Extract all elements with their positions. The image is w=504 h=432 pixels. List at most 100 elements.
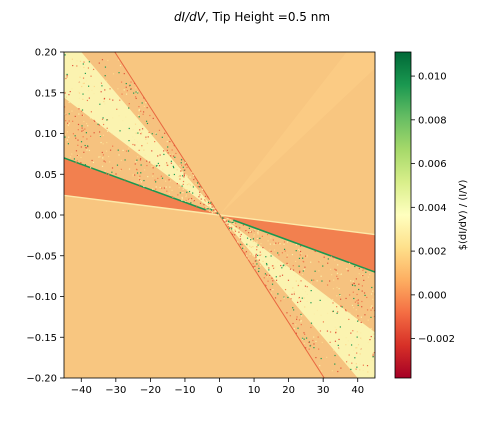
speckle-dot <box>364 295 365 296</box>
speckle-dot <box>101 85 102 86</box>
speckle-dot <box>134 174 135 175</box>
speckle-dot <box>146 165 147 166</box>
speckle-dot <box>359 369 360 370</box>
speckle-dot <box>151 166 152 167</box>
speckle-dot <box>136 169 137 170</box>
speckle-dot <box>257 245 258 246</box>
speckle-dot <box>67 54 68 55</box>
speckle-dot <box>307 294 308 295</box>
speckle-dot <box>150 136 151 137</box>
speckle-dot <box>104 103 105 104</box>
speckle-dot <box>153 173 154 174</box>
speckle-dot <box>103 101 104 102</box>
speckle-dot <box>141 124 142 125</box>
speckle-dot <box>298 283 299 284</box>
speckle-dot <box>237 241 238 242</box>
speckle-dot <box>231 228 232 229</box>
speckle-dot <box>337 273 338 274</box>
speckle-dot <box>283 244 284 245</box>
speckle-dot <box>99 124 100 125</box>
speckle-dot <box>121 94 122 95</box>
speckle-dot <box>186 167 187 168</box>
x-axis: −40 −30 −20 −10 0 10 20 30 40 <box>71 378 364 396</box>
speckle-dot <box>86 123 87 124</box>
speckle-dot <box>345 344 346 345</box>
speckle-dot <box>140 159 141 160</box>
speckle-dot <box>163 150 164 151</box>
speckle-dot <box>300 280 301 281</box>
speckle-dot <box>87 100 88 101</box>
speckle-dot <box>352 305 353 306</box>
colorbar-tick-label: 0.008 <box>418 115 447 126</box>
speckle-dot <box>86 147 87 148</box>
speckle-dot <box>233 223 234 224</box>
speckle-dot <box>262 236 263 237</box>
speckle-dot <box>169 186 170 187</box>
speckle-dot <box>299 258 300 259</box>
speckle-dot <box>298 249 299 250</box>
speckle-dot <box>109 161 110 162</box>
speckle-dot <box>327 263 328 264</box>
speckle-dot <box>260 246 261 247</box>
speckle-dot <box>356 300 357 301</box>
speckle-dot <box>283 265 284 266</box>
speckle-dot <box>78 155 79 156</box>
speckle-dot <box>292 307 293 308</box>
speckle-dot <box>70 91 71 92</box>
speckle-dot <box>145 139 146 140</box>
colorbar <box>395 52 411 378</box>
speckle-dot <box>313 343 314 344</box>
speckle-dot <box>81 141 82 142</box>
speckle-dot <box>289 294 290 295</box>
speckle-dot <box>164 164 165 165</box>
speckle-dot <box>103 135 104 136</box>
speckle-dot <box>348 319 349 320</box>
speckle-dot <box>85 145 86 146</box>
speckle-dot <box>124 73 125 74</box>
y-tick-label: −0.20 <box>26 374 57 385</box>
speckle-dot <box>271 278 272 279</box>
speckle-dot <box>257 232 258 233</box>
speckle-dot <box>118 150 119 151</box>
speckle-dot <box>143 111 144 112</box>
speckle-dot <box>246 255 247 256</box>
speckle-dot <box>167 146 168 147</box>
speckle-dot <box>265 273 266 274</box>
speckle-dot <box>182 175 183 176</box>
speckle-dot <box>140 158 141 159</box>
speckle-dot <box>117 88 118 89</box>
speckle-dot <box>257 238 258 239</box>
speckle-dot <box>307 255 308 256</box>
speckle-dot <box>241 244 242 245</box>
speckle-dot <box>295 324 296 325</box>
speckle-dot <box>318 348 319 349</box>
speckle-dot <box>258 265 259 266</box>
speckle-dot <box>232 234 233 235</box>
speckle-dot <box>89 150 90 151</box>
speckle-dot <box>276 280 277 281</box>
speckle-dot <box>107 60 108 61</box>
speckle-dot <box>299 271 300 272</box>
speckle-dot <box>209 201 210 202</box>
speckle-dot <box>349 354 350 355</box>
colorbar-tick-label: 0.006 <box>418 159 447 170</box>
speckle-dot <box>170 155 171 156</box>
speckle-dot <box>243 224 244 225</box>
speckle-dot <box>255 261 256 262</box>
speckle-dot <box>83 136 84 137</box>
speckle-dot <box>333 350 334 351</box>
speckle-dot <box>100 142 101 143</box>
speckle-dot <box>186 194 187 195</box>
speckle-dot <box>336 329 337 330</box>
speckle-dot <box>371 293 372 294</box>
speckle-dot <box>299 272 300 273</box>
speckle-dot <box>237 228 238 229</box>
speckle-dot <box>230 224 231 225</box>
speckle-dot <box>311 290 312 291</box>
speckle-dot <box>337 371 338 372</box>
speckle-dot <box>119 100 120 101</box>
speckle-dot <box>78 129 79 130</box>
speckle-dot <box>177 194 178 195</box>
speckle-dot <box>354 285 355 286</box>
speckle-dot <box>300 254 301 255</box>
